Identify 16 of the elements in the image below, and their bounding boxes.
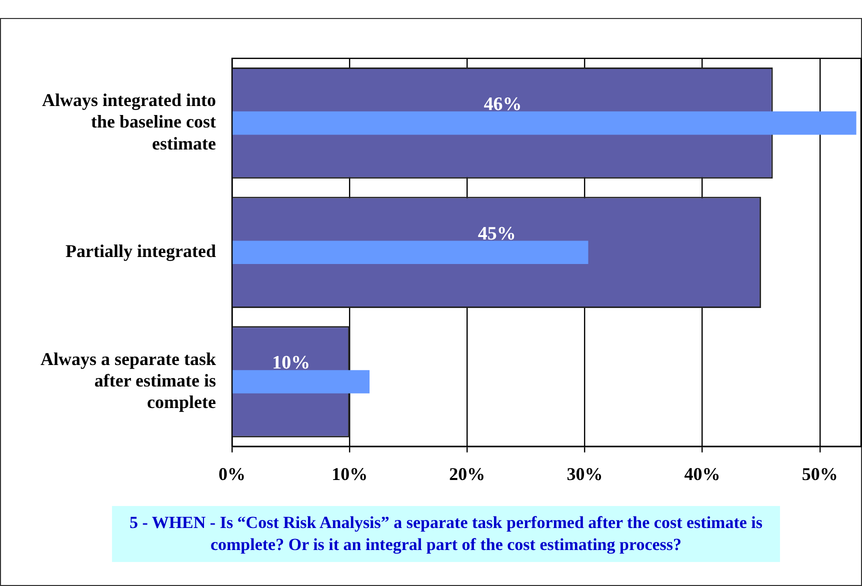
y-tick-label: Always a separate task after estimate is complete [40, 348, 216, 412]
x-tick-label: 10% [332, 464, 368, 484]
x-tick-label: 40% [684, 464, 720, 484]
bar [232, 370, 370, 394]
data-label: 46% [484, 94, 522, 115]
x-tick-label: 50% [802, 464, 838, 484]
x-tick-label: 0% [218, 464, 246, 484]
bar [232, 111, 856, 135]
y-tick-label: Partially integrated [66, 241, 216, 262]
data-label: 10% [272, 352, 310, 374]
x-tick-label: 30% [566, 464, 603, 484]
y-tick-label: Always integrated into the baseline cost estimate [42, 90, 216, 154]
x-tick-label: 20% [449, 464, 486, 484]
data-label: 45% [478, 223, 516, 244]
bar [232, 240, 588, 264]
text: 5 - WHEN - Is “Cost Risk Analysis” a separate task performed after the cost estimate is complete? Or is it an integral part of the cost estimating process? [112, 506, 780, 562]
